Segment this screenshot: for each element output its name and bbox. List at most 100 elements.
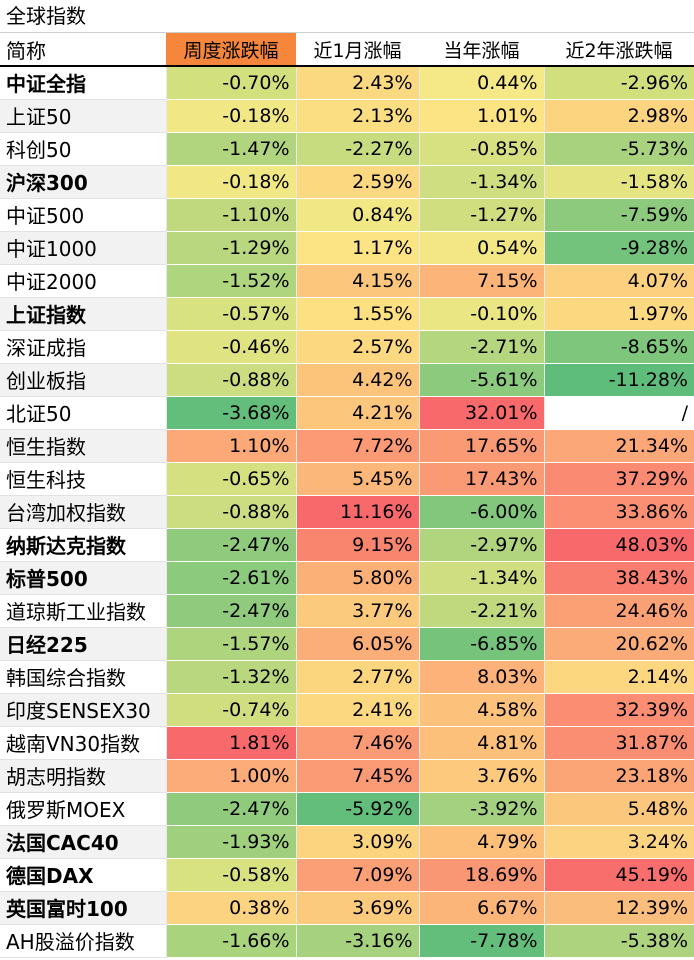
weekly-change-cell[interactable]: 0.38%	[165, 891, 296, 925]
two-year-change-cell[interactable]: 3.24%	[543, 825, 694, 859]
weekly-change-cell[interactable]: -0.46%	[165, 330, 296, 364]
index-name-cell[interactable]: 中证500	[0, 198, 166, 232]
index-name-cell[interactable]: 上证50	[0, 99, 166, 133]
ytd-change-cell[interactable]: -5.61%	[418, 363, 544, 397]
one-month-change-cell[interactable]: 11.16%	[295, 495, 419, 529]
index-name-cell[interactable]: 道琼斯工业指数	[0, 594, 166, 628]
weekly-change-cell[interactable]: -0.57%	[165, 297, 296, 331]
ytd-change-cell[interactable]: 3.76%	[418, 759, 544, 793]
one-month-change-cell[interactable]: 4.15%	[295, 264, 419, 298]
header-ytd-change[interactable]: 当年涨幅	[419, 33, 544, 67]
one-month-change-cell[interactable]: 7.09%	[295, 858, 419, 892]
two-year-change-cell[interactable]: -1.58%	[543, 165, 694, 199]
one-month-change-cell[interactable]: 4.21%	[295, 396, 419, 430]
index-name-cell[interactable]: 中证1000	[0, 231, 166, 265]
index-name-cell[interactable]: 俄罗斯MOEX	[0, 792, 166, 826]
ytd-change-cell[interactable]: -7.78%	[418, 924, 544, 958]
one-month-change-cell[interactable]: 2.57%	[295, 330, 419, 364]
ytd-change-cell[interactable]: 4.81%	[418, 726, 544, 760]
weekly-change-cell[interactable]: -2.61%	[165, 561, 296, 595]
index-name-cell[interactable]: 胡志明指数	[0, 759, 166, 793]
ytd-change-cell[interactable]: -3.92%	[418, 792, 544, 826]
one-month-change-cell[interactable]: -3.16%	[295, 924, 419, 958]
index-name-cell[interactable]: 台湾加权指数	[0, 495, 166, 529]
header-weekly-change[interactable]: 周度涨跌幅	[166, 33, 296, 67]
ytd-change-cell[interactable]: 1.01%	[418, 99, 544, 133]
index-name-cell[interactable]: 沪深300	[0, 165, 166, 199]
weekly-change-cell[interactable]: -1.32%	[165, 660, 296, 694]
index-name-cell[interactable]: AH股溢价指数	[0, 924, 166, 958]
two-year-change-cell[interactable]: -11.28%	[543, 363, 694, 397]
index-name-cell[interactable]: 德国DAX	[0, 858, 166, 892]
header-1m-change[interactable]: 近1月涨幅	[296, 33, 419, 67]
weekly-change-cell[interactable]: -3.68%	[165, 396, 296, 430]
one-month-change-cell[interactable]: 2.13%	[295, 99, 419, 133]
weekly-change-cell[interactable]: 1.81%	[165, 726, 296, 760]
ytd-change-cell[interactable]: -2.97%	[418, 528, 544, 562]
ytd-change-cell[interactable]: 18.69%	[418, 858, 544, 892]
one-month-change-cell[interactable]: 5.80%	[295, 561, 419, 595]
two-year-change-cell[interactable]: 2.14%	[543, 660, 694, 694]
two-year-change-cell[interactable]: -2.96%	[543, 66, 694, 100]
two-year-change-cell[interactable]: 20.62%	[543, 627, 694, 661]
index-name-cell[interactable]: 中证全指	[0, 66, 166, 100]
two-year-change-cell[interactable]: 1.97%	[543, 297, 694, 331]
ytd-change-cell[interactable]: 4.58%	[418, 693, 544, 727]
two-year-change-cell[interactable]: 38.43%	[543, 561, 694, 595]
one-month-change-cell[interactable]: 2.43%	[295, 66, 419, 100]
two-year-change-cell[interactable]: -5.38%	[543, 924, 694, 958]
weekly-change-cell[interactable]: -1.93%	[165, 825, 296, 859]
weekly-change-cell[interactable]: -0.18%	[165, 165, 296, 199]
index-name-cell[interactable]: 标普500	[0, 561, 166, 595]
weekly-change-cell[interactable]: -0.18%	[165, 99, 296, 133]
two-year-change-cell[interactable]: 32.39%	[543, 693, 694, 727]
weekly-change-cell[interactable]: -2.47%	[165, 528, 296, 562]
header-name[interactable]: 简称	[0, 33, 166, 67]
ytd-change-cell[interactable]: 4.79%	[418, 825, 544, 859]
one-month-change-cell[interactable]: 9.15%	[295, 528, 419, 562]
ytd-change-cell[interactable]: 17.65%	[418, 429, 544, 463]
index-name-cell[interactable]: 越南VN30指数	[0, 726, 166, 760]
one-month-change-cell[interactable]: -2.27%	[295, 132, 419, 166]
index-name-cell[interactable]: 英国富时100	[0, 891, 166, 925]
one-month-change-cell[interactable]: 3.77%	[295, 594, 419, 628]
weekly-change-cell[interactable]: -2.47%	[165, 594, 296, 628]
two-year-change-cell[interactable]: 2.98%	[543, 99, 694, 133]
one-month-change-cell[interactable]: 5.45%	[295, 462, 419, 496]
weekly-change-cell[interactable]: 1.00%	[165, 759, 296, 793]
weekly-change-cell[interactable]: -1.10%	[165, 198, 296, 232]
index-name-cell[interactable]: 恒生指数	[0, 429, 166, 463]
ytd-change-cell[interactable]: -1.34%	[418, 165, 544, 199]
ytd-change-cell[interactable]: -2.71%	[418, 330, 544, 364]
two-year-change-cell[interactable]: 5.48%	[543, 792, 694, 826]
ytd-change-cell[interactable]: -1.27%	[418, 198, 544, 232]
header-2y-change[interactable]: 近2年涨跌幅	[544, 33, 694, 67]
ytd-change-cell[interactable]: 6.67%	[418, 891, 544, 925]
index-name-cell[interactable]: 创业板指	[0, 363, 166, 397]
two-year-change-cell[interactable]: 37.29%	[543, 462, 694, 496]
ytd-change-cell[interactable]: -1.34%	[418, 561, 544, 595]
two-year-change-cell[interactable]: -9.28%	[543, 231, 694, 265]
two-year-change-cell[interactable]: 31.87%	[543, 726, 694, 760]
weekly-change-cell[interactable]: -0.88%	[165, 495, 296, 529]
two-year-change-cell[interactable]: -7.59%	[543, 198, 694, 232]
one-month-change-cell[interactable]: 1.17%	[295, 231, 419, 265]
weekly-change-cell[interactable]: -1.57%	[165, 627, 296, 661]
ytd-change-cell[interactable]: 32.01%	[418, 396, 544, 430]
two-year-change-cell[interactable]: 23.18%	[543, 759, 694, 793]
index-name-cell[interactable]: 恒生科技	[0, 462, 166, 496]
one-month-change-cell[interactable]: 7.72%	[295, 429, 419, 463]
two-year-change-cell[interactable]: 4.07%	[543, 264, 694, 298]
two-year-change-cell[interactable]: /	[543, 396, 694, 430]
index-name-cell[interactable]: 深证成指	[0, 330, 166, 364]
one-month-change-cell[interactable]: 2.41%	[295, 693, 419, 727]
index-name-cell[interactable]: 印度SENSEX30	[0, 693, 166, 727]
one-month-change-cell[interactable]: 6.05%	[295, 627, 419, 661]
ytd-change-cell[interactable]: 7.15%	[418, 264, 544, 298]
two-year-change-cell[interactable]: 48.03%	[543, 528, 694, 562]
index-name-cell[interactable]: 科创50	[0, 132, 166, 166]
index-name-cell[interactable]: 韩国综合指数	[0, 660, 166, 694]
two-year-change-cell[interactable]: 45.19%	[543, 858, 694, 892]
two-year-change-cell[interactable]: 33.86%	[543, 495, 694, 529]
two-year-change-cell[interactable]: 12.39%	[543, 891, 694, 925]
